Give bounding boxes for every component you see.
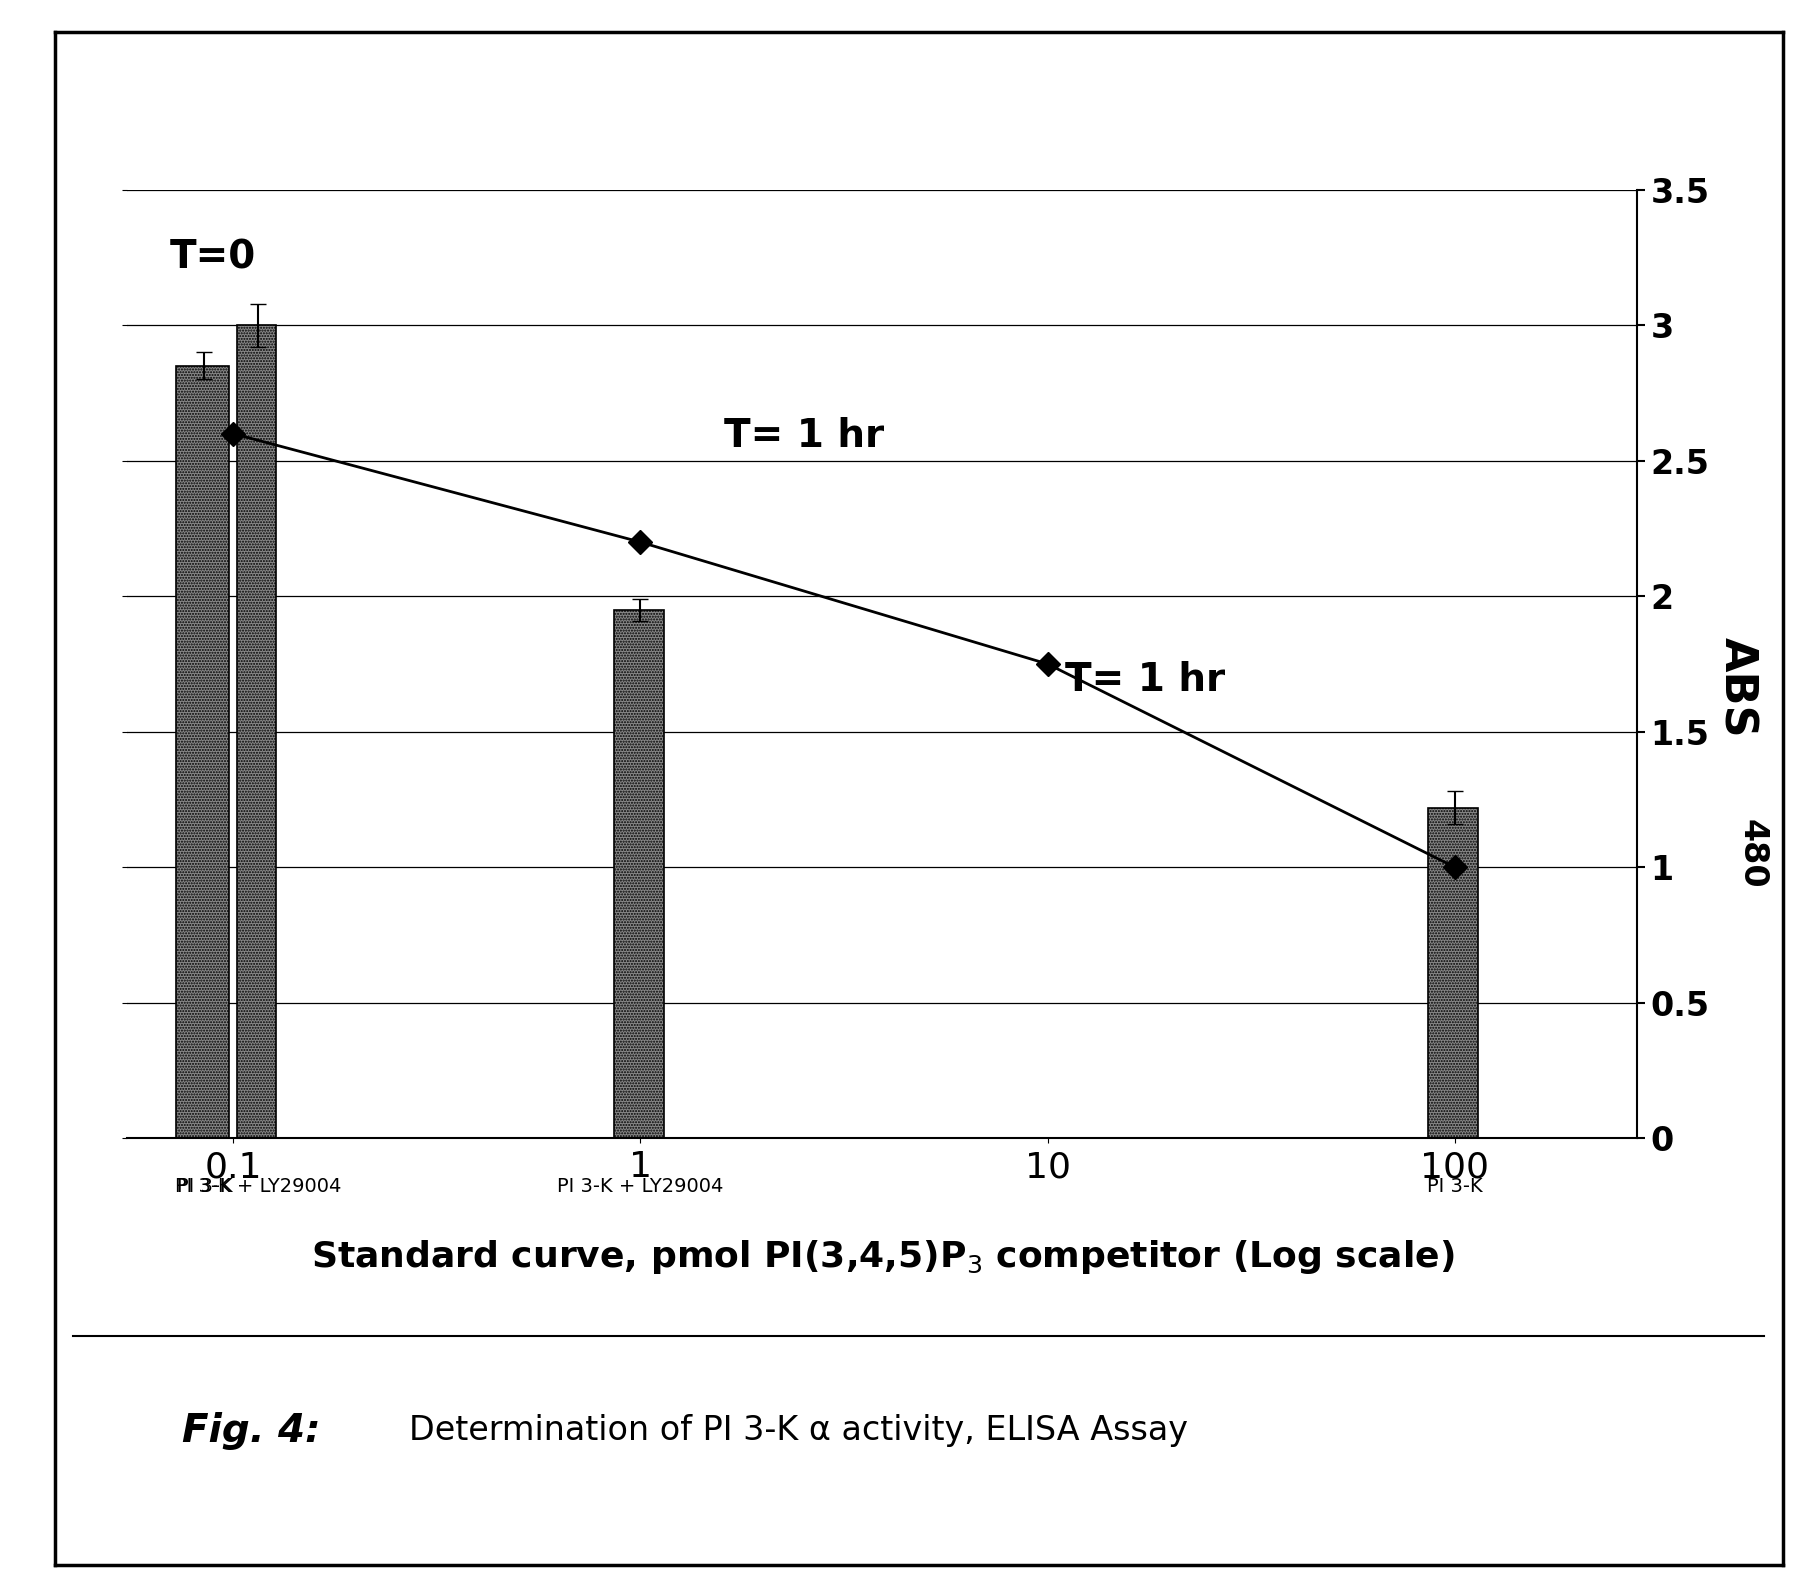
Bar [613, 610, 664, 1138]
Bar [238, 326, 276, 1138]
Text: 480: 480 [1735, 819, 1768, 889]
Text: PI 3-K + LY29004: PI 3-K + LY29004 [557, 1178, 724, 1197]
Text: PI 3-K + LY29004: PI 3-K + LY29004 [175, 1178, 340, 1197]
Text: T= 1 hr: T= 1 hr [724, 417, 884, 455]
Text: Standard curve, pmol PI(3,4,5)P$_3$ competitor (Log scale): Standard curve, pmol PI(3,4,5)P$_3$ comp… [311, 1238, 1453, 1276]
Text: PI 3-K: PI 3-K [176, 1178, 233, 1197]
Text: T= 1 hr: T= 1 hr [1064, 661, 1224, 699]
Text: PI 3-K: PI 3-K [1428, 1178, 1482, 1197]
Text: Fig. 4:: Fig. 4: [182, 1412, 320, 1450]
Text: ABS: ABS [1715, 637, 1759, 738]
Text: T=0: T=0 [169, 239, 256, 277]
Text: Determination of PI 3-K α activity, ELISA Assay: Determination of PI 3-K α activity, ELIS… [409, 1415, 1188, 1447]
Bar [176, 365, 229, 1138]
Bar [1428, 808, 1479, 1138]
